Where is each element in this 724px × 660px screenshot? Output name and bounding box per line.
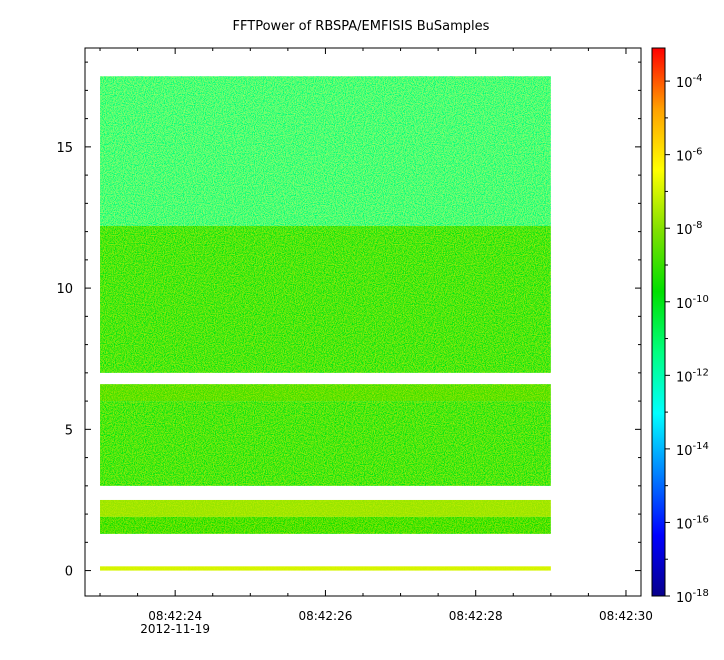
colorbar-tick-label: 10-10 xyxy=(676,294,709,312)
colorbar-tick-exponent: -8 xyxy=(693,220,703,231)
colorbar-tick-base: 10 xyxy=(676,297,693,312)
x-tick-label: 08:42:28 xyxy=(449,609,503,623)
colorbar-tick-exponent: -16 xyxy=(693,514,709,525)
colorbar-tick-exponent: -12 xyxy=(693,367,709,378)
spectrogram-band xyxy=(100,566,551,571)
colorbar-tick-exponent: -10 xyxy=(693,294,709,305)
colorbar-tick-label: 10-4 xyxy=(676,73,703,91)
spectrogram-image xyxy=(100,76,551,571)
colorbar-tick-label: 10-8 xyxy=(676,220,703,238)
chart-title: FFTPower of RBSPA/EMFISIS BuSamples xyxy=(233,19,490,34)
colorbar-tick-base: 10 xyxy=(676,517,693,532)
colorbar-tick-exponent: -6 xyxy=(693,147,703,158)
colorbar-tick-base: 10 xyxy=(676,591,693,606)
spectrogram-band xyxy=(100,516,551,534)
y-tick-label: 15 xyxy=(56,141,73,156)
spectrogram-band xyxy=(100,401,551,486)
colorbar-tick-label: 10-14 xyxy=(676,441,709,459)
x-tick-label: 08:42:26 xyxy=(298,609,352,623)
x-tick-label: 08:42:24 xyxy=(148,609,202,623)
colorbar-tick-exponent: -14 xyxy=(693,441,709,452)
colorbar-tick-exponent: -4 xyxy=(693,73,703,84)
y-tick-label: 10 xyxy=(56,282,73,297)
colorbar-tick-base: 10 xyxy=(676,370,693,385)
y-tick-label: 5 xyxy=(65,423,73,438)
colorbar-tick-base: 10 xyxy=(676,150,693,165)
colorbar-tick-exponent: -18 xyxy=(693,588,709,599)
colorbar-tick-base: 10 xyxy=(676,223,693,238)
x-tick-label: 08:42:30 xyxy=(599,609,653,623)
spectrogram-band xyxy=(100,225,551,373)
spectrogram-band xyxy=(100,384,551,402)
colorbar-tick-label: 10-16 xyxy=(676,514,709,532)
colorbar-tick-label: 10-18 xyxy=(676,588,709,606)
colorbar-tick-base: 10 xyxy=(676,76,693,91)
y-tick-label: 0 xyxy=(65,565,73,580)
colorbar-tick-base: 10 xyxy=(676,444,693,459)
colorbar-tick-label: 10-12 xyxy=(676,367,709,385)
x-tick-date-label: 2012-11-19 xyxy=(140,622,210,636)
spectrogram-band xyxy=(100,76,551,226)
colorbar-tick-label: 10-6 xyxy=(676,147,703,165)
colorbar xyxy=(651,47,666,597)
spectrogram-band xyxy=(100,499,551,517)
y-axis: 0 5 10 15 xyxy=(56,61,641,580)
